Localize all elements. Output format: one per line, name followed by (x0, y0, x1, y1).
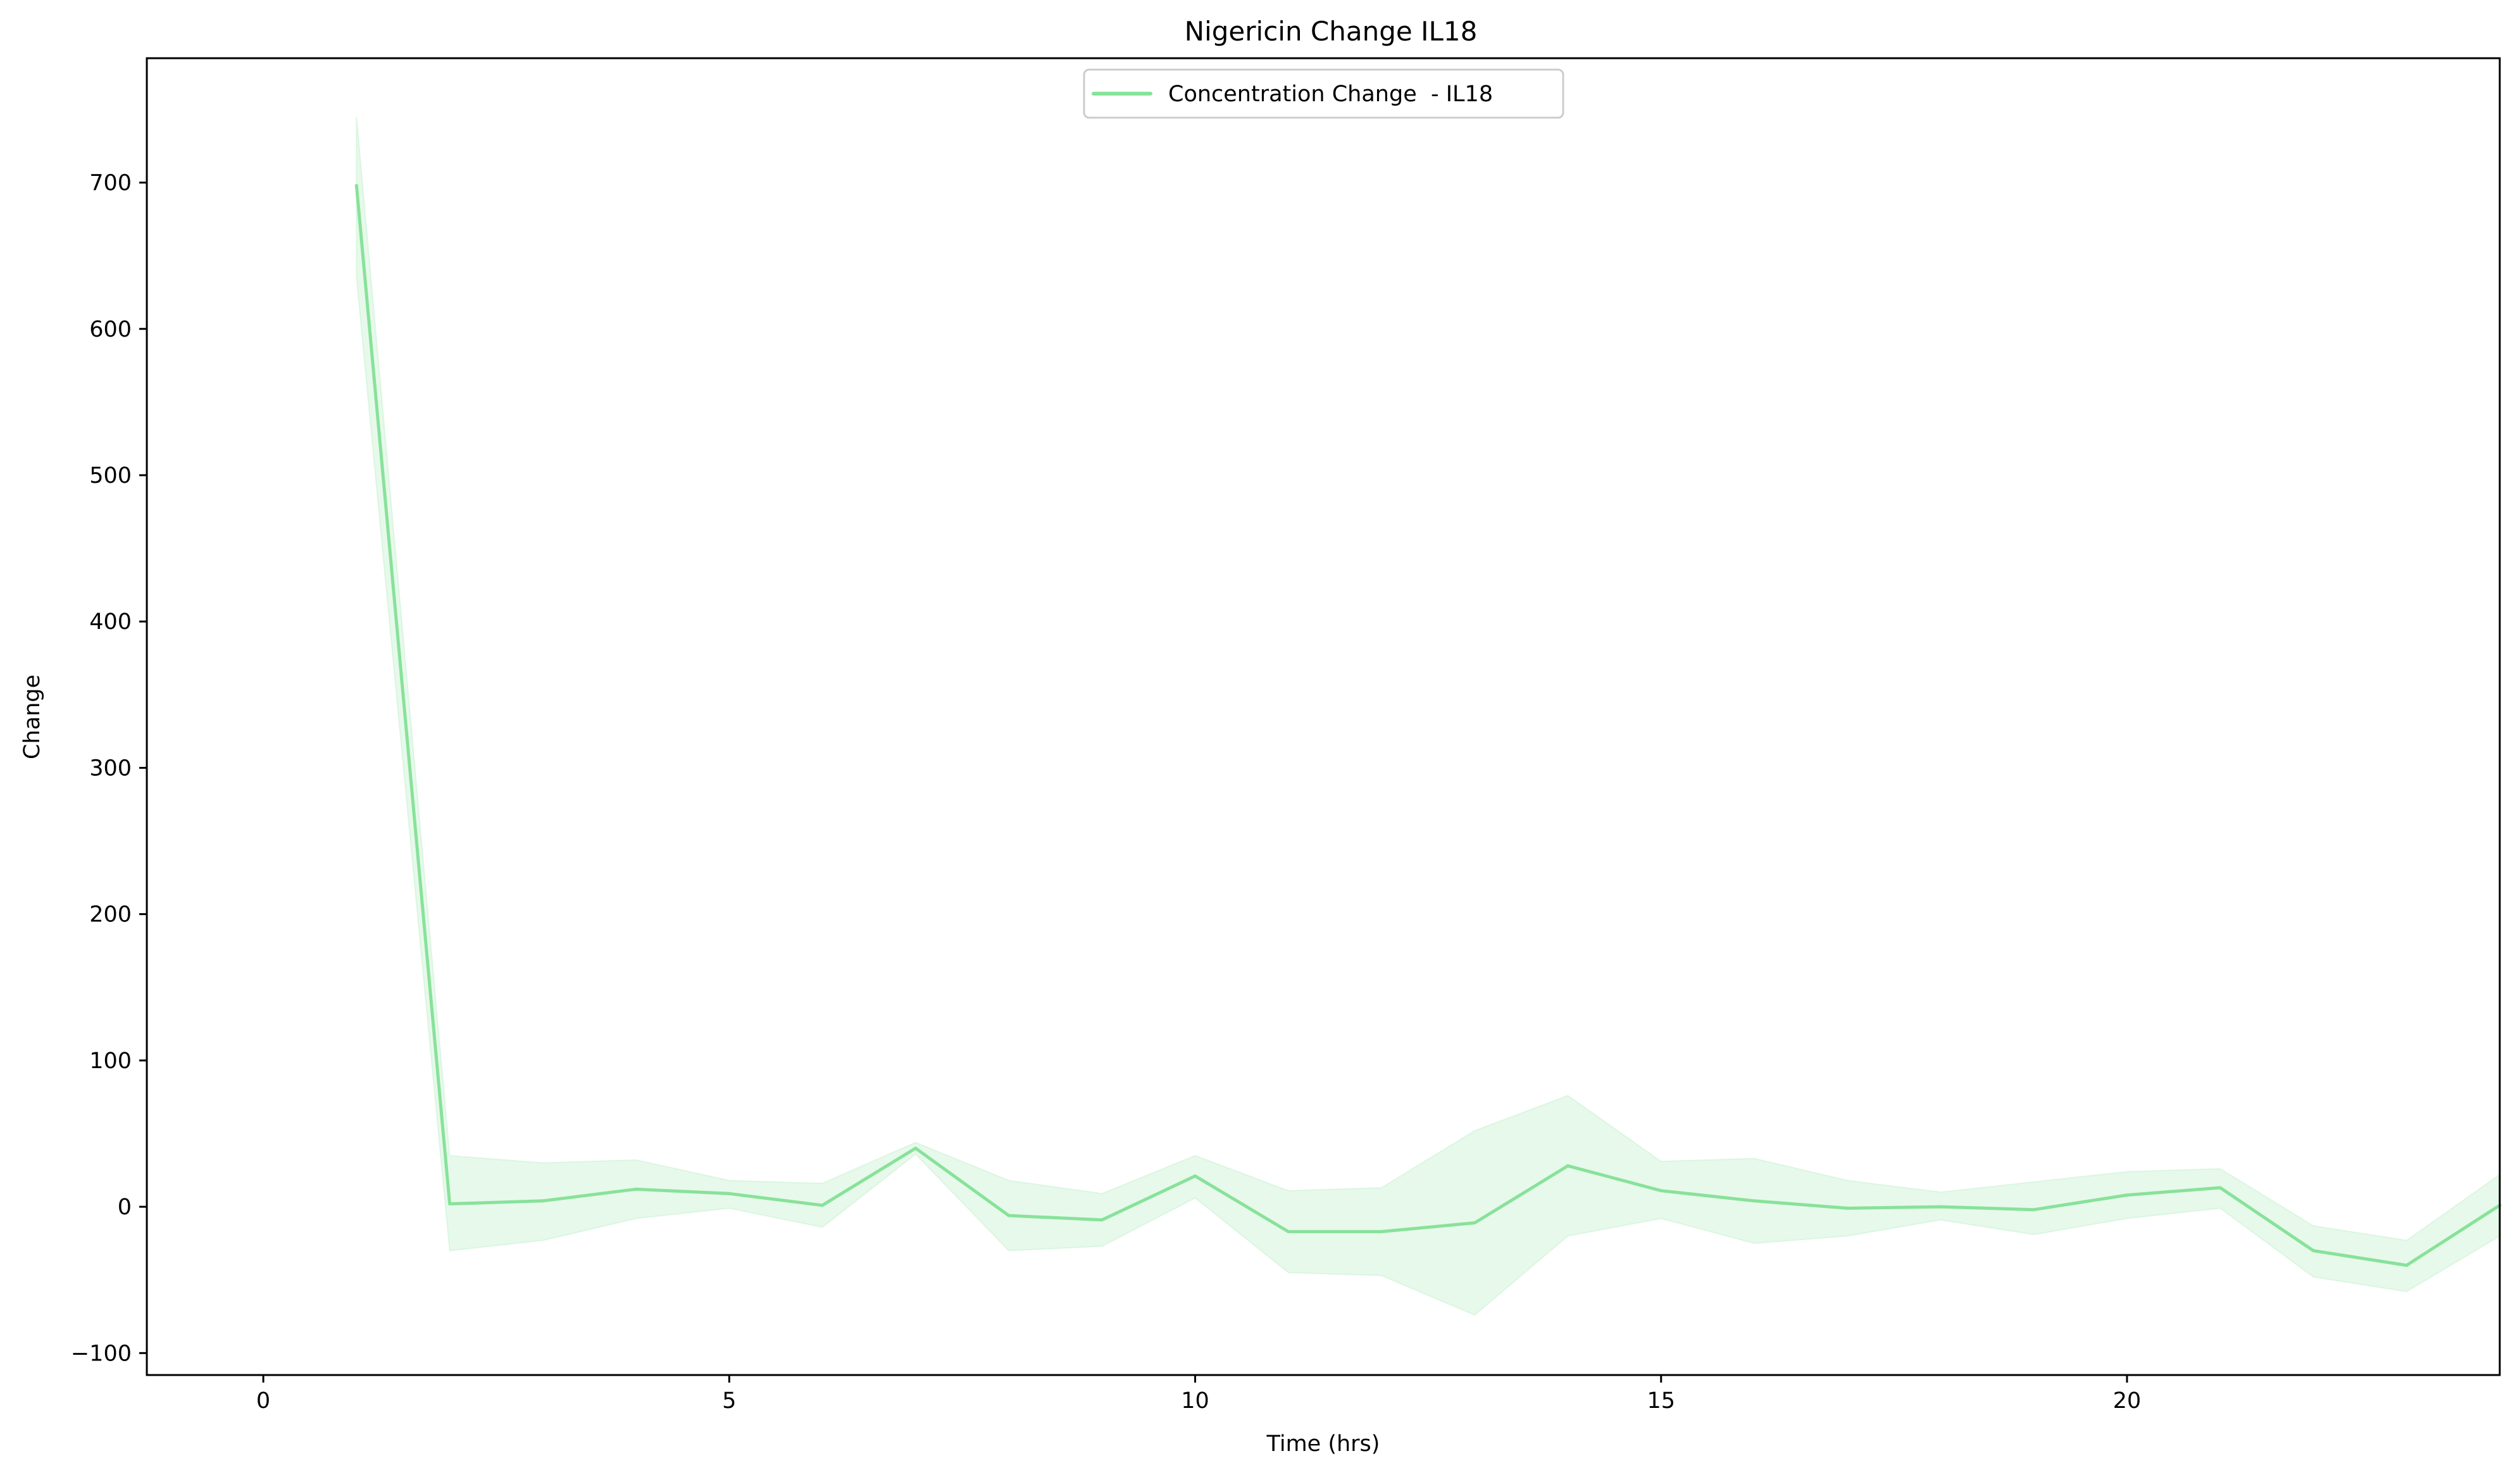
data-point (727, 1192, 731, 1195)
y-axis-label: Change (20, 675, 45, 759)
x-tick-label: 20 (2113, 1388, 2142, 1414)
x-tick-label: 10 (1181, 1388, 1209, 1414)
data-point (1194, 1174, 1197, 1178)
data-point (2405, 1264, 2409, 1267)
y-tick-label: 0 (118, 1195, 132, 1220)
data-point (2312, 1249, 2315, 1252)
data-point (1287, 1229, 1290, 1233)
chart-title: Nigericin Change IL18 (1185, 16, 1478, 47)
data-point (2125, 1193, 2129, 1197)
legend-box (1083, 68, 1564, 119)
y-tick-label: 100 (89, 1049, 132, 1074)
x-tick-label: 15 (1647, 1388, 1675, 1414)
y-tick-label: 700 (89, 171, 132, 196)
data-point (821, 1204, 824, 1207)
data-point (1659, 1189, 1663, 1193)
x-axis: 0 5 10 15 20 (256, 1375, 2141, 1414)
series-line-layer (354, 184, 2502, 1267)
y-tick-label: 200 (89, 902, 132, 928)
data-point (2032, 1208, 2036, 1212)
y-axis: −100 0 100 200 300 400 500 600 700 (71, 171, 147, 1366)
series-line (354, 184, 2502, 1267)
data-point (1752, 1199, 1756, 1203)
data-point (914, 1147, 918, 1150)
legend: Concentration Change - IL18 (1083, 68, 1564, 119)
y-tick-label: −100 (71, 1341, 132, 1366)
x-axis-label: Time (hrs) (1266, 1431, 1380, 1457)
data-point (1845, 1206, 1849, 1210)
data-point (2218, 1186, 2222, 1190)
x-tick-label: 5 (722, 1388, 736, 1414)
y-tick-label: 600 (89, 317, 132, 342)
y-tick-label: 400 (89, 609, 132, 635)
data-point (1380, 1229, 1383, 1233)
data-point (1939, 1205, 1942, 1209)
data-point (1100, 1218, 1104, 1222)
y-tick-label: 500 (89, 463, 132, 489)
axes-frame (146, 57, 2501, 1376)
data-point (1566, 1164, 1569, 1167)
data-point (1473, 1221, 1476, 1224)
data-point-layer (354, 184, 2502, 1267)
x-tick-label: 0 (256, 1388, 270, 1414)
data-point (354, 184, 358, 187)
data-point (634, 1187, 638, 1191)
data-point (448, 1202, 452, 1205)
legend-label: Concentration Change - IL18 (1168, 82, 1493, 107)
y-tick-label: 300 (89, 756, 132, 781)
data-point (1007, 1214, 1011, 1217)
data-point (541, 1199, 545, 1203)
